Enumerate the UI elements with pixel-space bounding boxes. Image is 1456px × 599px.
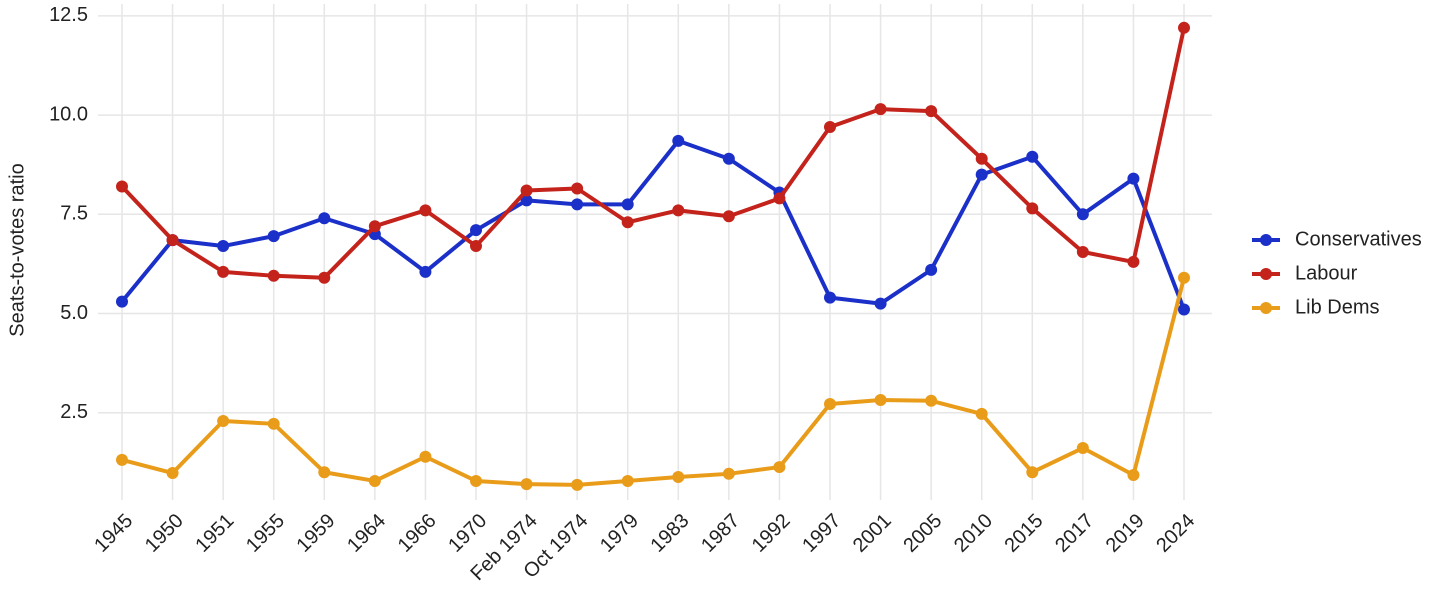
x-tick-label: 1950 <box>141 510 188 557</box>
point <box>672 134 685 147</box>
series-line <box>120 138 1186 311</box>
x-tick-label: 1970 <box>444 510 491 557</box>
point <box>925 105 938 118</box>
x-tick-label: 1964 <box>343 510 390 557</box>
point <box>520 194 533 207</box>
point <box>975 168 988 181</box>
point <box>621 216 634 229</box>
legend-label: Labour <box>1295 262 1358 284</box>
x-tick-label: 2019 <box>1102 510 1149 557</box>
x-tick-label: 2001 <box>849 510 896 557</box>
point <box>166 467 179 480</box>
legend-swatch-dot <box>1260 268 1272 280</box>
x-tick-label: 1992 <box>748 510 795 557</box>
point <box>722 152 735 165</box>
point <box>318 466 331 479</box>
point <box>1178 303 1190 316</box>
y-tick-label: 5.0 <box>60 302 88 324</box>
legend-swatch-dot <box>1260 302 1272 314</box>
x-tick-label: 1959 <box>293 510 340 557</box>
x-tick-label: 1987 <box>697 510 744 557</box>
y-tick-label: 12.5 <box>49 4 88 26</box>
point <box>874 394 887 407</box>
x-tick-label: 1966 <box>394 510 441 557</box>
point <box>672 470 685 483</box>
x-tick-label: 1997 <box>798 510 845 557</box>
point <box>925 263 938 276</box>
point <box>571 182 584 195</box>
legend-swatch-dot <box>1260 234 1272 246</box>
x-tick-label: 2017 <box>1051 510 1098 557</box>
y-axis-label: Seats-to-votes ratio <box>6 163 28 336</box>
point <box>571 198 584 211</box>
point <box>520 184 533 197</box>
point <box>318 212 331 225</box>
point <box>824 291 836 304</box>
point <box>116 453 128 466</box>
y-tick-label: 7.5 <box>60 203 88 225</box>
x-tick-label: 1955 <box>242 510 289 557</box>
point <box>1076 442 1089 455</box>
point <box>267 269 280 282</box>
point <box>672 204 685 217</box>
y-tick-label: 10.0 <box>49 103 88 125</box>
series-line <box>120 27 1186 280</box>
point <box>470 474 482 487</box>
point <box>824 121 836 134</box>
point <box>824 397 836 410</box>
point <box>267 230 280 243</box>
point <box>621 198 634 211</box>
x-tick-label: 1979 <box>596 510 643 557</box>
x-tick-label: 1945 <box>90 510 137 557</box>
x-tick-label: 2015 <box>1001 510 1048 557</box>
point <box>166 234 179 247</box>
point <box>419 204 432 217</box>
point <box>520 478 533 491</box>
legend-label: Lib Dems <box>1295 296 1379 318</box>
point <box>1178 271 1190 284</box>
point <box>419 450 432 463</box>
point <box>975 407 988 420</box>
point <box>217 240 230 253</box>
x-tick-label: 1951 <box>191 510 238 557</box>
point <box>1127 255 1140 268</box>
point <box>722 210 735 223</box>
point <box>470 224 482 237</box>
point <box>975 152 988 165</box>
point <box>116 180 128 193</box>
x-tick-label: 2005 <box>899 510 946 557</box>
point <box>217 415 230 428</box>
point <box>368 220 381 233</box>
point <box>1026 202 1039 215</box>
point <box>267 417 280 430</box>
legend-label: Conservatives <box>1295 228 1422 250</box>
point <box>470 240 482 253</box>
point <box>1127 172 1140 185</box>
point <box>1026 150 1039 163</box>
point <box>773 461 786 474</box>
point <box>116 295 128 308</box>
x-tick-label: 2010 <box>950 510 997 557</box>
point <box>874 103 887 116</box>
point <box>368 474 381 487</box>
point <box>419 265 432 278</box>
x-tick-label: 1983 <box>647 510 694 557</box>
point <box>925 394 938 407</box>
series-line <box>121 277 1186 487</box>
point <box>318 271 331 284</box>
x-tick-label: 2024 <box>1152 510 1199 557</box>
point <box>1178 21 1190 34</box>
point <box>773 192 786 205</box>
point <box>874 297 887 310</box>
point <box>1076 246 1089 258</box>
point <box>722 467 735 480</box>
point <box>571 478 584 491</box>
y-tick-label: 2.5 <box>60 401 88 423</box>
point <box>1127 469 1140 482</box>
point <box>1026 466 1039 479</box>
point <box>1076 208 1089 221</box>
point <box>621 474 634 487</box>
point <box>217 265 230 278</box>
